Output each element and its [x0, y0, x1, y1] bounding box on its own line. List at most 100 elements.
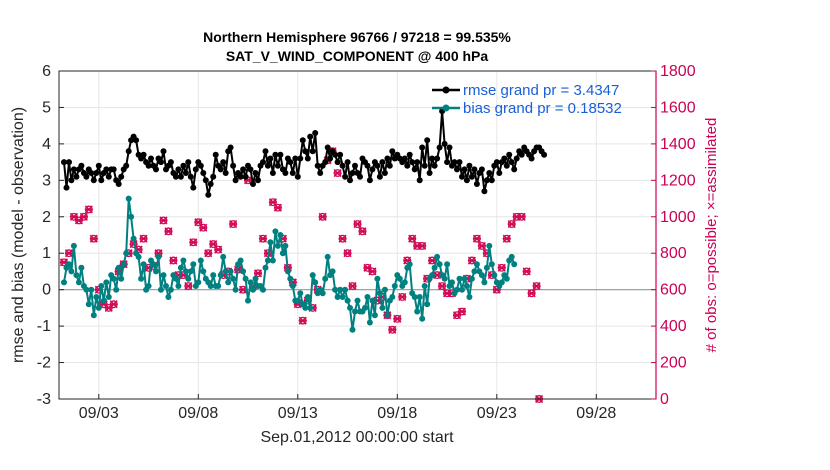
y-tick-label: 0 — [42, 282, 51, 299]
rmse-point — [192, 166, 199, 173]
x-axis-label: Sep.01,2012 00:00:00 start — [260, 429, 454, 446]
rmse-point — [88, 170, 95, 176]
rmse-point — [187, 173, 194, 180]
bias-point — [172, 275, 179, 282]
bias-point — [240, 268, 247, 275]
rmse-point — [73, 173, 80, 180]
rmse-point — [441, 140, 448, 147]
bias-point — [73, 272, 80, 279]
bias-point — [264, 257, 271, 264]
legend-bias-marker — [442, 104, 450, 112]
bias-point — [466, 294, 473, 300]
rmse-point — [110, 166, 117, 173]
bias-point — [153, 268, 159, 275]
rmse-point — [426, 170, 433, 176]
bias-point — [414, 308, 421, 315]
rmse-point — [237, 173, 244, 180]
y2-tick-label: 1000 — [660, 209, 696, 226]
rmse-point — [185, 159, 192, 166]
bias-point — [262, 264, 269, 271]
rmse-point — [384, 155, 391, 162]
rmse-point — [289, 170, 296, 176]
bias-point — [329, 268, 336, 275]
rmse-point — [349, 170, 356, 176]
rmse-point — [103, 166, 110, 173]
rmse-point — [140, 151, 147, 158]
bias-point — [105, 294, 112, 300]
bias-point — [511, 261, 518, 268]
bias-point — [362, 304, 368, 311]
rmse-point — [468, 173, 475, 180]
bias-point — [90, 312, 97, 319]
rmse-point — [379, 159, 386, 166]
rmse-point — [210, 173, 217, 180]
rmse-series — [61, 108, 548, 198]
chart-title-line2: SAT_V_WIND_COMPONENT @ 400 hPa — [226, 48, 489, 64]
bias-point — [459, 286, 465, 293]
rmse-point — [431, 162, 438, 169]
bias-point — [287, 275, 294, 282]
bias-point — [185, 275, 192, 282]
rmse-point — [513, 155, 520, 162]
bias-point — [66, 261, 72, 268]
bias-point — [491, 272, 498, 279]
bias-point — [135, 253, 142, 260]
bias-point — [322, 275, 329, 282]
bias-point — [334, 294, 341, 300]
y2-tick-label: 200 — [660, 355, 687, 372]
rmse-point — [95, 162, 102, 169]
bias-point — [302, 304, 309, 311]
bias-point — [488, 261, 495, 268]
rmse-point — [205, 191, 212, 198]
obs-marker — [457, 307, 467, 316]
bias-point — [103, 279, 110, 286]
rmse-point — [414, 159, 421, 166]
rmse-point — [334, 159, 341, 166]
rmse-point — [528, 155, 535, 162]
x-tick-label: 09/08 — [178, 405, 218, 422]
y-tick-label: -3 — [37, 391, 51, 408]
bias-point — [207, 283, 214, 289]
y2-tick-label: 1600 — [660, 99, 696, 116]
rmse-point — [105, 173, 112, 180]
obs-marker — [79, 212, 88, 221]
bias-point — [319, 290, 326, 297]
bias-point — [78, 264, 85, 271]
rmse-point — [459, 173, 465, 180]
y2-tick-label: 1800 — [660, 63, 696, 80]
rmse-point — [202, 177, 209, 184]
bias-point — [456, 275, 463, 282]
bias-point — [508, 253, 515, 260]
bias-point — [468, 275, 475, 282]
rmse-point — [217, 166, 224, 173]
rmse-point — [344, 159, 351, 166]
rmse-point — [327, 155, 334, 162]
bias-point — [175, 283, 182, 289]
bias-point — [449, 279, 455, 286]
rmse-point — [250, 181, 256, 187]
rmse-point — [488, 177, 495, 184]
rmse-point — [158, 159, 164, 166]
y2-tick-label: 400 — [660, 318, 687, 335]
bias-point — [342, 286, 349, 293]
obs-marker — [109, 300, 118, 309]
rmse-point — [277, 151, 284, 158]
bias-point — [252, 275, 259, 282]
obs-marker — [527, 289, 536, 298]
rmse-point — [262, 148, 269, 155]
bias-point — [347, 304, 353, 311]
obs-marker — [204, 249, 213, 258]
rmse-point — [123, 162, 130, 169]
bias-point — [279, 250, 286, 257]
bias-point — [227, 268, 234, 275]
y-tick-label: 1 — [42, 245, 51, 262]
y-axis-label-right: # of obs: o=possible; ×=assimilated — [703, 118, 720, 353]
rmse-point — [473, 181, 480, 187]
rmse-point — [317, 170, 324, 176]
rmse-point — [145, 162, 152, 169]
rmse-point — [227, 144, 234, 151]
y2-tick-label: 1200 — [660, 172, 696, 189]
rmse-point — [90, 177, 97, 184]
bias-point — [294, 297, 301, 304]
legend-rmse-marker — [442, 86, 450, 94]
